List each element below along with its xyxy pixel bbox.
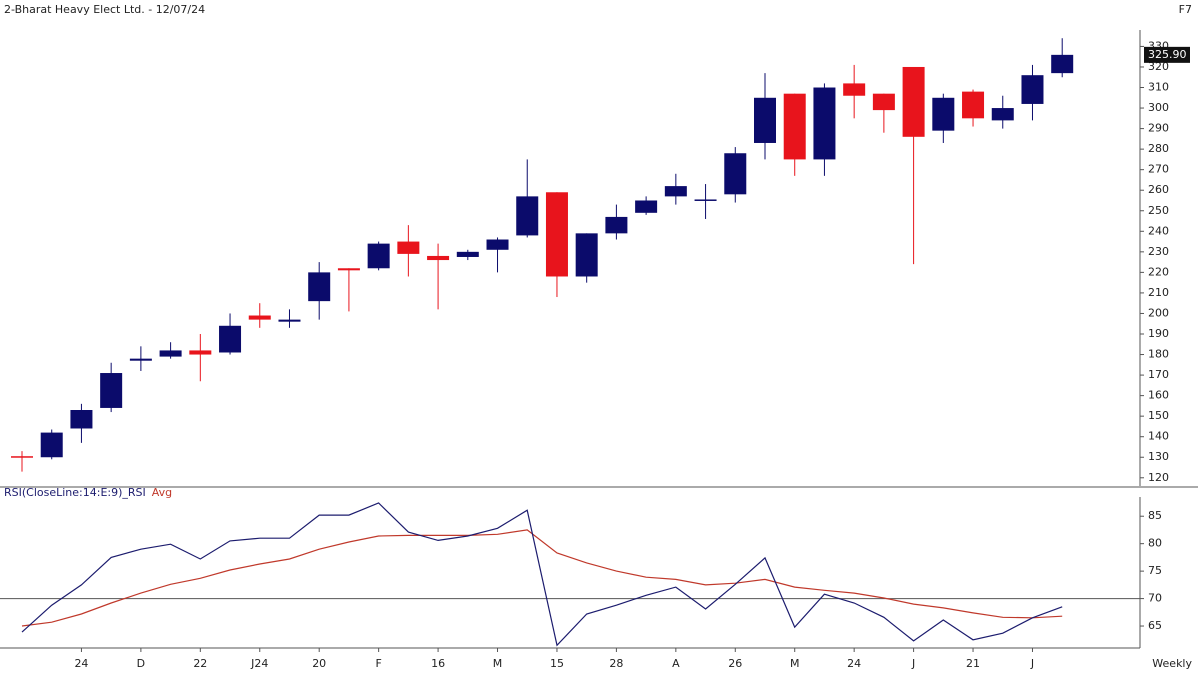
- x-tick-label: 28: [609, 657, 623, 670]
- chart-title: 2-Bharat Heavy Elect Ltd. - 12/07/24: [4, 3, 205, 16]
- last-price-box: [1144, 46, 1190, 63]
- x-tick-label: 24: [847, 657, 861, 670]
- x-tick-label: 22: [193, 657, 207, 670]
- y-tick-label: 230: [1148, 245, 1169, 258]
- rsi-line: [21, 502, 1063, 647]
- x-axis-label: Weekly: [1152, 657, 1192, 670]
- panel-label: F7: [1179, 3, 1192, 16]
- candle-body: [635, 200, 658, 213]
- x-tick-label: J24: [250, 657, 268, 670]
- y-tick-label: 270: [1148, 163, 1169, 176]
- candle-body: [843, 83, 866, 96]
- candle-body: [1051, 54, 1074, 74]
- x-tick-label: 16: [431, 657, 445, 670]
- y-tick-label: 250: [1148, 204, 1169, 217]
- x-tick-label: F: [375, 657, 381, 670]
- candle-body: [724, 153, 747, 195]
- candle-body: [962, 91, 985, 119]
- y-tick-label: 130: [1148, 450, 1169, 463]
- rsi-line: [21, 529, 1063, 627]
- candle-body: [397, 241, 420, 254]
- x-tick-label: J: [911, 657, 915, 670]
- candle-body: [575, 233, 598, 277]
- candle-body: [516, 196, 539, 236]
- legend-entry: Avg: [152, 486, 172, 499]
- y-tick-label: 65: [1148, 619, 1162, 632]
- candle-body: [694, 199, 717, 201]
- x-tick-label: D: [137, 657, 145, 670]
- y-tick-label: 290: [1148, 122, 1169, 135]
- candle-body: [70, 410, 93, 429]
- y-tick-label: 240: [1148, 224, 1169, 237]
- y-tick-label: 200: [1148, 306, 1169, 319]
- y-tick-label: 80: [1148, 537, 1162, 550]
- y-tick-label: 260: [1148, 183, 1169, 196]
- x-tick-label: 26: [728, 657, 742, 670]
- y-tick-label: 320: [1148, 60, 1169, 73]
- x-tick-label: M: [790, 657, 800, 670]
- y-tick-label: 310: [1148, 81, 1169, 94]
- x-tick-label: 21: [966, 657, 980, 670]
- candle-body: [40, 432, 63, 458]
- y-tick-label: 210: [1148, 286, 1169, 299]
- candle-body: [337, 268, 360, 271]
- candle-body: [872, 93, 895, 111]
- candle-body: [783, 93, 806, 160]
- y-tick-label: 180: [1148, 348, 1169, 361]
- candle-body: [813, 87, 836, 160]
- candle-body: [605, 216, 628, 234]
- candle-body: [486, 239, 509, 250]
- legend-entry: RSI(CloseLine:14:E:9)_RSI: [4, 486, 146, 499]
- x-tick-label: 24: [74, 657, 88, 670]
- candle-body: [219, 325, 242, 353]
- candle-body: [278, 319, 301, 322]
- candle-body: [991, 108, 1014, 121]
- y-tick-label: 150: [1148, 409, 1169, 422]
- last-price-label: 325.90: [1148, 48, 1187, 61]
- candle-body: [367, 243, 390, 269]
- candle-body: [932, 97, 955, 131]
- y-tick-label: 170: [1148, 368, 1169, 381]
- candle-body: [189, 350, 212, 355]
- candle-body: [129, 358, 152, 361]
- candle-body: [456, 251, 479, 257]
- candle-body: [308, 272, 331, 302]
- x-tick-label: M: [493, 657, 503, 670]
- y-tick-label: 140: [1148, 430, 1169, 443]
- y-tick-label: 70: [1148, 592, 1162, 605]
- y-tick-label: 85: [1148, 509, 1162, 522]
- candle-body: [248, 315, 271, 320]
- y-tick-label: 190: [1148, 327, 1169, 340]
- x-tick-label: 15: [550, 657, 564, 670]
- candle-body: [159, 350, 182, 357]
- y-tick-label: 75: [1148, 564, 1162, 577]
- y-tick-label: 280: [1148, 142, 1169, 155]
- candle-body: [664, 186, 687, 197]
- y-tick-label: 300: [1148, 101, 1169, 114]
- candle-body: [427, 255, 450, 261]
- candle-body: [902, 66, 925, 137]
- candle-body: [100, 373, 123, 408]
- x-tick-label: J: [1030, 657, 1034, 670]
- candle-body: [1021, 75, 1044, 104]
- y-tick-label: 120: [1148, 471, 1169, 484]
- y-tick-label: 220: [1148, 265, 1169, 278]
- candle-body: [11, 456, 33, 458]
- candle-body: [545, 192, 568, 277]
- x-tick-label: 20: [312, 657, 326, 670]
- x-tick-label: A: [672, 657, 680, 670]
- y-tick-label: 160: [1148, 389, 1169, 402]
- candle-body: [754, 97, 776, 143]
